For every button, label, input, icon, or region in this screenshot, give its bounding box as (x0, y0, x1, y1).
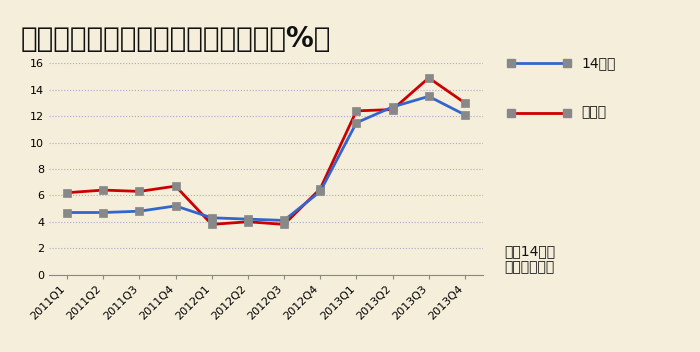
Text: 14都市: 14都市 (581, 56, 615, 70)
Text: 注）14都市
は首都圏含む: 注）14都市 は首都圏含む (504, 244, 555, 275)
Text: 首都圏: 首都圏 (581, 106, 606, 120)
Text: 住宅価格の上昇率　（前年同期比、%）: 住宅価格の上昇率 （前年同期比、%） (21, 25, 331, 53)
